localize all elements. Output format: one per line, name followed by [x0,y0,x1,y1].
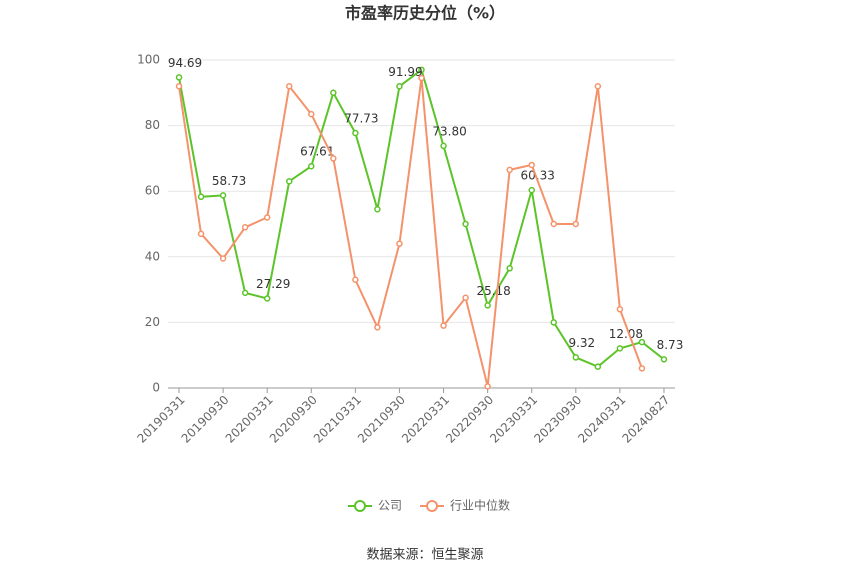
data-label: 27.29 [256,277,290,291]
data-point [197,193,205,201]
data-point [219,255,227,262]
data-point [528,161,535,169]
data-point [550,220,558,228]
data-label: 9.32 [568,336,595,350]
data-point [308,110,315,118]
data-point [660,356,668,363]
y-tick-label: 0 [152,381,160,395]
data-point [263,214,271,221]
source: 数据来源：恒生聚源 [366,548,483,563]
y-tick-label: 60 [145,184,160,198]
data-point [330,155,337,162]
data-point [308,162,315,170]
data-point [219,192,227,199]
data-point [352,276,359,284]
data-point [440,322,447,329]
data-point [285,82,293,90]
data-point [484,302,491,309]
series-line [178,77,643,387]
data-point [241,289,249,297]
y-tick-label: 20 [145,315,160,329]
data-label: 91.99 [388,65,422,79]
data-point [374,205,381,213]
y-tick-label: 100 [137,53,160,67]
data-point [616,345,624,352]
data-point [484,383,491,390]
legend-label: 公司 [378,499,402,513]
data-point [285,178,293,185]
data-point [638,338,646,346]
chart-title: 市盈率历史分位（%） [345,4,505,23]
data-point [572,220,580,228]
data-point [594,82,602,90]
data-label: 67.61 [300,145,334,159]
data-point [352,129,359,137]
data-point [616,306,624,313]
data-point [418,66,425,74]
data-label: 60.33 [521,169,555,183]
x-tick-label: 20240827 [619,393,672,446]
data-label: 25.18 [476,284,510,298]
data-point [175,82,183,90]
data-point [638,365,646,372]
data-label: 94.69 [168,56,202,70]
legend-marker [354,500,366,512]
data-point [594,363,602,370]
data-label: 12.08 [609,327,643,341]
data-point [440,142,447,150]
y-tick-label: 80 [145,118,160,132]
data-point [550,319,558,326]
data-point [263,295,271,302]
data-label: 58.73 [212,174,246,188]
data-point [396,83,403,90]
data-label: 8.73 [657,338,684,352]
data-point [396,240,403,247]
data-label: 77.73 [344,112,378,126]
legend-label: 行业中位数 [450,498,510,513]
legend-marker [426,500,439,512]
data-point [506,166,513,174]
data-point [462,220,469,228]
data-point [418,74,425,82]
y-tick-label: 40 [145,249,160,263]
data-point [330,89,337,97]
data-point [572,354,580,361]
data-point [197,230,205,238]
data-point [241,224,249,231]
data-point [175,74,183,81]
data-point [462,294,469,302]
data-point [528,186,535,194]
data-point [506,265,513,272]
data-point [374,324,381,331]
data-label: 73.80 [432,124,466,138]
